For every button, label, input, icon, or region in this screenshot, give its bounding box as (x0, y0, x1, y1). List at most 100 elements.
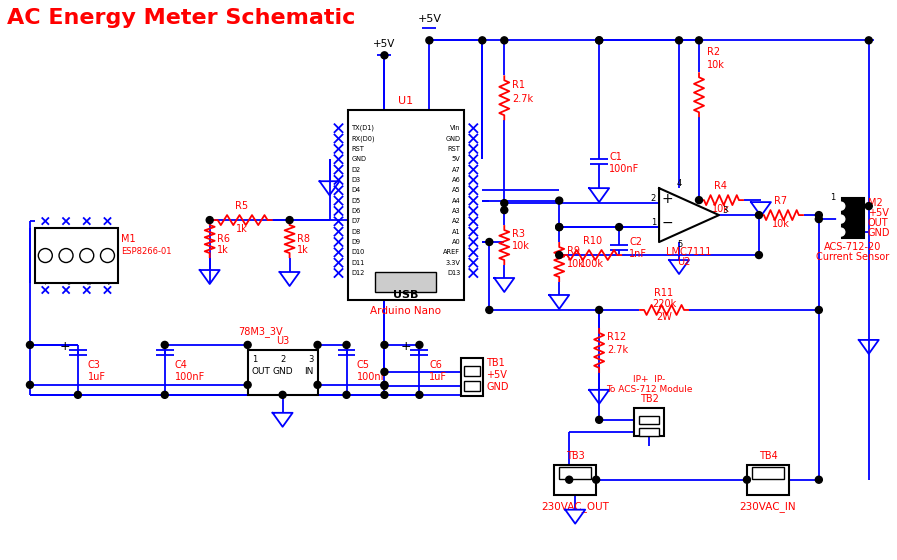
Text: 1k: 1k (236, 224, 248, 234)
Circle shape (80, 249, 94, 263)
Text: D12: D12 (352, 270, 365, 276)
Text: 100nF: 100nF (609, 164, 640, 174)
Circle shape (381, 52, 388, 59)
Text: 2.7k: 2.7k (607, 345, 628, 355)
Text: M2: M2 (867, 198, 883, 208)
Bar (634, 408, 664, 436)
Text: LMC7111: LMC7111 (666, 247, 711, 257)
Text: RX(D0): RX(D0) (352, 136, 375, 142)
Circle shape (675, 37, 683, 44)
Bar (841, 198, 864, 238)
Text: IN: IN (304, 367, 314, 376)
Text: OUT: OUT (252, 367, 271, 376)
Text: R2: R2 (707, 47, 720, 57)
Circle shape (866, 203, 872, 209)
Text: M1: M1 (121, 234, 135, 244)
Bar (639, 416, 659, 424)
Text: 4: 4 (677, 179, 683, 188)
Text: 10k: 10k (712, 204, 730, 214)
Text: +5V: +5V (867, 208, 889, 218)
Circle shape (314, 342, 321, 348)
Text: 1k: 1k (217, 245, 229, 255)
Circle shape (426, 37, 433, 44)
Text: U1: U1 (398, 96, 414, 106)
Text: +5V: +5V (417, 15, 441, 25)
Circle shape (286, 217, 293, 223)
Circle shape (59, 249, 73, 263)
Circle shape (815, 216, 823, 222)
Circle shape (206, 217, 213, 223)
Text: A6: A6 (451, 177, 460, 183)
Text: 3: 3 (309, 355, 314, 364)
Text: Vin: Vin (450, 125, 460, 131)
Text: TX(D1): TX(D1) (352, 125, 375, 132)
Text: AC Energy Meter Schematic: AC Energy Meter Schematic (7, 8, 355, 29)
Circle shape (486, 239, 492, 245)
Text: 1k: 1k (297, 245, 309, 255)
Circle shape (815, 476, 823, 483)
Text: D3: D3 (352, 177, 361, 183)
Circle shape (837, 202, 845, 210)
Text: R11: R11 (655, 288, 674, 298)
Text: +: + (59, 340, 70, 353)
Circle shape (866, 37, 872, 44)
Text: A3: A3 (452, 208, 460, 214)
Circle shape (501, 37, 508, 44)
Text: 3.3V: 3.3V (446, 260, 460, 265)
Circle shape (815, 212, 823, 218)
Text: D13: D13 (447, 270, 460, 276)
Circle shape (381, 382, 388, 389)
Text: 3: 3 (722, 206, 727, 215)
Text: D9: D9 (352, 239, 361, 245)
Text: R5: R5 (235, 201, 248, 211)
Circle shape (596, 37, 603, 44)
Text: 230VAC_OUT: 230VAC_OUT (541, 501, 609, 512)
Circle shape (695, 37, 702, 44)
Circle shape (755, 251, 762, 259)
Text: +: + (401, 340, 412, 353)
Circle shape (556, 251, 562, 259)
Circle shape (596, 416, 603, 423)
Text: USB: USB (393, 290, 419, 300)
Bar (465, 381, 480, 391)
Circle shape (615, 223, 623, 231)
Text: 2W: 2W (656, 312, 672, 322)
Circle shape (27, 381, 33, 388)
Text: 230VAC_IN: 230VAC_IN (740, 501, 797, 512)
Text: 1: 1 (252, 355, 257, 364)
Circle shape (314, 381, 321, 388)
Text: 220k: 220k (652, 299, 676, 309)
Text: ESP8266-01: ESP8266-01 (121, 247, 171, 256)
Text: D6: D6 (352, 208, 361, 214)
Text: RX: RX (109, 227, 114, 236)
Bar (639, 428, 659, 436)
Text: 100nF: 100nF (356, 372, 387, 382)
Text: CH_PD: CH_PD (67, 263, 73, 284)
Bar (465, 366, 480, 376)
Text: R12: R12 (607, 332, 626, 342)
Bar (747, 465, 788, 494)
Text: 1nF: 1nF (629, 249, 647, 259)
Circle shape (596, 37, 603, 44)
Text: C5: C5 (356, 360, 370, 370)
Text: GPIO0: GPIO0 (88, 227, 92, 246)
Text: +5V: +5V (373, 39, 396, 49)
Circle shape (161, 391, 169, 398)
Circle shape (755, 212, 762, 218)
Text: ACS-712-20: ACS-712-20 (824, 242, 882, 252)
Text: GND: GND (47, 227, 51, 241)
Circle shape (596, 306, 603, 314)
Text: 10k: 10k (512, 241, 530, 251)
Bar (461, 358, 483, 396)
Circle shape (416, 342, 422, 348)
Text: 2: 2 (280, 355, 285, 364)
Circle shape (486, 306, 492, 314)
Text: 5V: 5V (451, 156, 460, 162)
Text: Current Sensor: Current Sensor (816, 252, 890, 262)
Bar (347, 110, 465, 300)
Circle shape (343, 342, 350, 348)
Text: R3: R3 (512, 229, 526, 239)
Text: A5: A5 (451, 187, 460, 193)
Text: 100nF: 100nF (175, 372, 205, 382)
Text: −: − (661, 216, 673, 230)
